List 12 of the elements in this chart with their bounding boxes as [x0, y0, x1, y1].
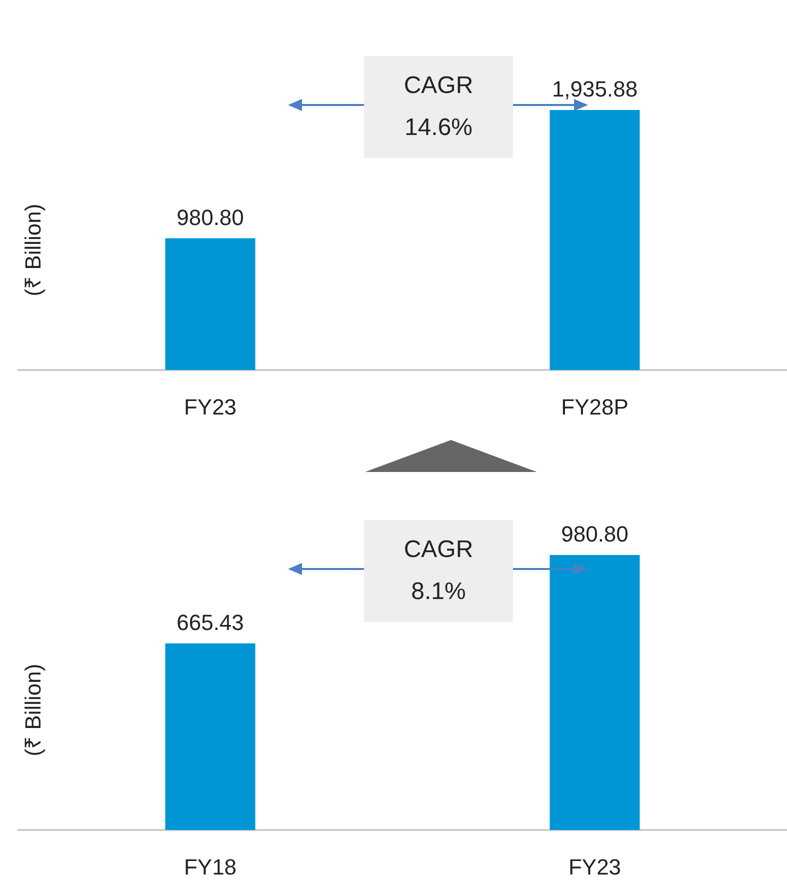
- text-box: CAGR 14.6%: [364, 56, 513, 158]
- data-label: 980.80: [176, 204, 244, 230]
- x-tick-label: FY18: [184, 854, 237, 880]
- x-tick-label: FY23: [184, 394, 237, 420]
- y-axis-title: (₹ Billion): [20, 204, 46, 296]
- data-label: 980.80: [561, 522, 628, 546]
- x-tick-label: FY28P: [561, 394, 628, 420]
- text-box: CAGR 8.1%: [364, 520, 513, 622]
- x-tick-label: FY23: [568, 854, 622, 880]
- y-axis-title: (₹ Billion): [20, 664, 46, 756]
- data-label: 665.43: [176, 610, 244, 635]
- data-label: 1,935.88: [552, 76, 638, 102]
